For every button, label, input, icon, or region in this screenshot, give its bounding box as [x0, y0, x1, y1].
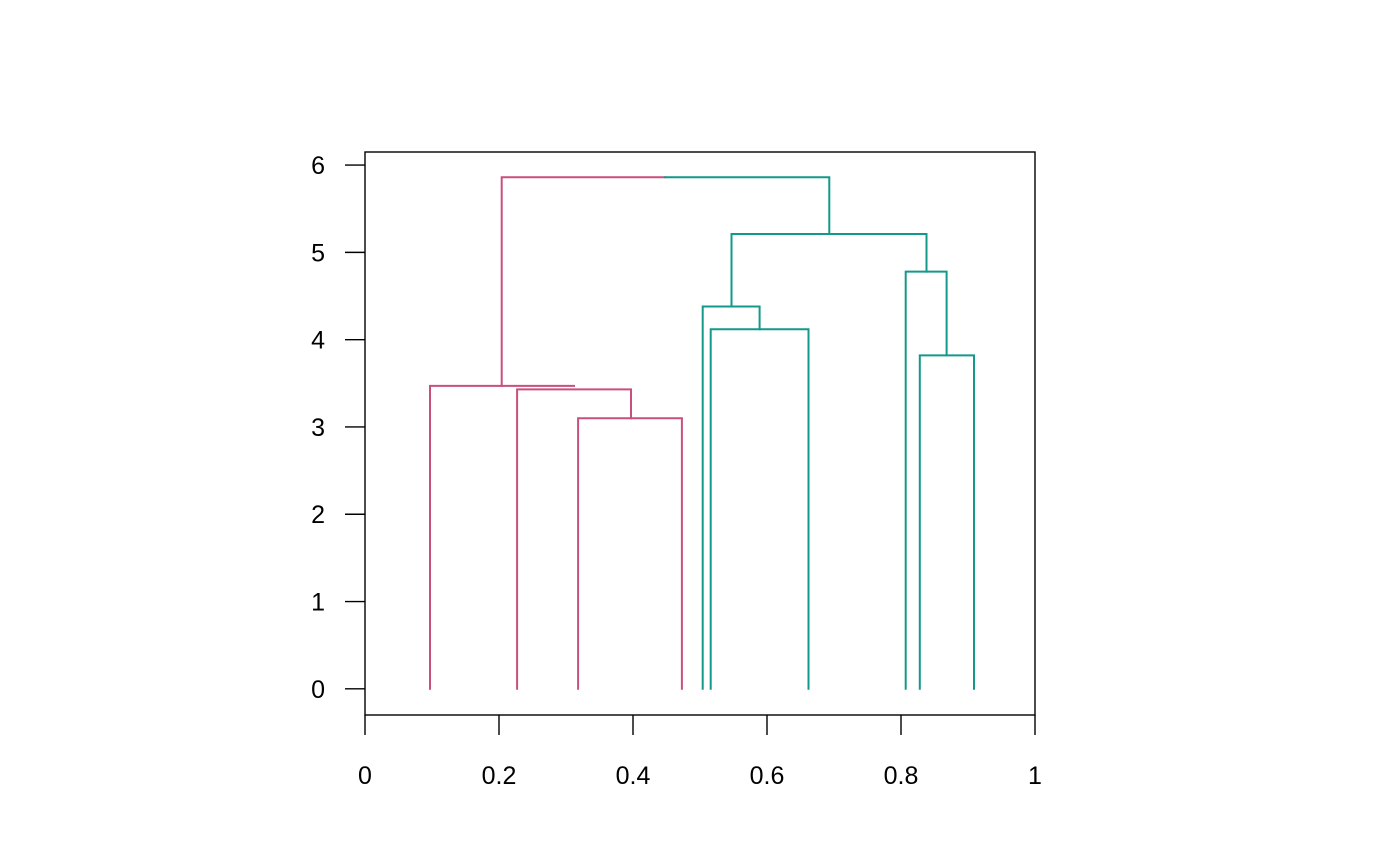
dendrogram-branch-cluster_b — [664, 176, 831, 235]
dendrogram-branch-cluster_b — [730, 233, 928, 308]
dendrogram-branch-cluster_b — [709, 328, 810, 690]
dendrogram-branch-cluster_a — [577, 417, 683, 690]
x-tick-label: 0.6 — [750, 762, 785, 790]
dendrogram-branch-cluster_a — [500, 176, 667, 387]
dendrogram-branch-cluster_a — [429, 384, 575, 690]
y-tick-label: 3 — [311, 414, 325, 442]
dendrogram-branch-cluster_a — [516, 388, 632, 690]
y-tick-label: 2 — [311, 501, 325, 529]
x-tick-label: 0.2 — [482, 762, 517, 790]
y-tick-label: 1 — [311, 589, 325, 617]
y-axis: 0 1 2 3 4 5 6 — [311, 152, 365, 704]
y-tick-label: 6 — [311, 152, 325, 180]
x-tick-label: 1 — [1028, 762, 1042, 790]
dendrogram-branch-cluster_b — [918, 354, 975, 690]
dendrogram-branch-cluster_b — [701, 305, 761, 690]
x-tick-label: 0 — [358, 762, 372, 790]
plot-box — [364, 151, 1036, 716]
x-tick-label: 0.8 — [884, 762, 919, 790]
y-tick-label: 5 — [311, 239, 325, 267]
y-tick-label: 4 — [311, 327, 325, 355]
x-tick-label: 0.4 — [616, 762, 651, 790]
x-axis: 0 0.2 0.4 0.6 0.8 1 — [358, 715, 1042, 790]
dendrogram-branch-cluster_b — [904, 270, 948, 690]
dendrogram-branches — [429, 176, 975, 690]
y-tick-label: 0 — [311, 676, 325, 704]
